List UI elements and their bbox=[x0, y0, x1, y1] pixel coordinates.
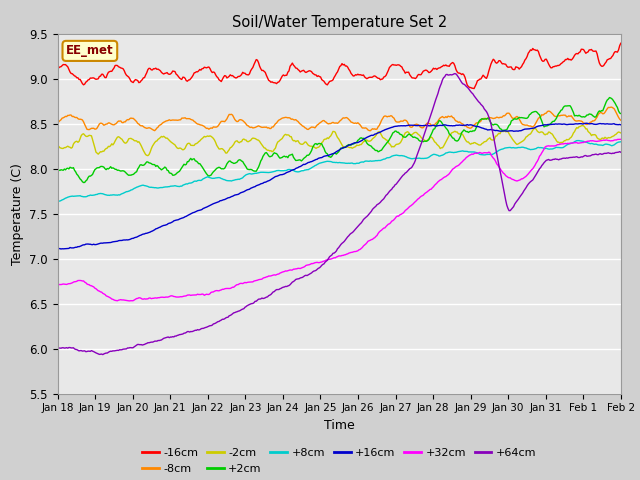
-8cm bbox=[617, 118, 625, 123]
Line: +8cm: +8cm bbox=[58, 141, 621, 201]
-8cm bbox=[54, 120, 61, 125]
Text: EE_met: EE_met bbox=[66, 44, 114, 58]
+32cm bbox=[605, 138, 612, 144]
+16cm bbox=[326, 152, 333, 158]
Line: -8cm: -8cm bbox=[58, 107, 621, 131]
-2cm bbox=[579, 123, 586, 129]
+2cm bbox=[80, 180, 88, 185]
-2cm bbox=[516, 140, 524, 145]
+16cm bbox=[390, 124, 398, 130]
+8cm bbox=[515, 144, 523, 150]
+16cm bbox=[57, 246, 65, 252]
+32cm bbox=[516, 177, 524, 183]
+8cm bbox=[617, 139, 625, 144]
+16cm bbox=[605, 121, 613, 127]
+2cm bbox=[54, 168, 61, 174]
-2cm bbox=[360, 139, 367, 144]
+32cm bbox=[390, 217, 398, 223]
+16cm bbox=[323, 153, 330, 159]
X-axis label: Time: Time bbox=[324, 419, 355, 432]
+8cm bbox=[605, 142, 612, 147]
-16cm bbox=[470, 85, 478, 91]
-8cm bbox=[516, 118, 524, 124]
+64cm bbox=[451, 71, 459, 76]
+2cm bbox=[390, 130, 398, 135]
-16cm bbox=[516, 65, 524, 71]
-16cm bbox=[605, 57, 612, 62]
-8cm bbox=[321, 119, 329, 124]
+16cm bbox=[360, 136, 367, 142]
-2cm bbox=[390, 144, 398, 150]
+16cm bbox=[583, 120, 591, 126]
-16cm bbox=[54, 65, 61, 71]
-8cm bbox=[608, 104, 616, 110]
+32cm bbox=[617, 136, 625, 142]
+64cm bbox=[54, 346, 61, 351]
+64cm bbox=[518, 192, 525, 198]
+16cm bbox=[54, 246, 61, 252]
+32cm bbox=[126, 298, 134, 304]
Line: -16cm: -16cm bbox=[58, 43, 621, 88]
+64cm bbox=[360, 216, 367, 222]
+64cm bbox=[605, 150, 613, 156]
+8cm bbox=[54, 198, 61, 204]
+32cm bbox=[323, 257, 330, 263]
+64cm bbox=[390, 184, 398, 190]
+8cm bbox=[321, 159, 329, 165]
+16cm bbox=[617, 122, 625, 128]
-2cm bbox=[617, 130, 625, 136]
-16cm bbox=[617, 40, 625, 46]
-16cm bbox=[389, 61, 397, 67]
+32cm bbox=[360, 243, 367, 249]
+2cm bbox=[326, 154, 333, 159]
+16cm bbox=[516, 128, 524, 133]
-8cm bbox=[324, 121, 332, 127]
+64cm bbox=[323, 258, 330, 264]
+8cm bbox=[324, 158, 332, 164]
+2cm bbox=[360, 135, 367, 141]
+8cm bbox=[358, 159, 366, 165]
+32cm bbox=[326, 256, 333, 262]
Title: Soil/Water Temperature Set 2: Soil/Water Temperature Set 2 bbox=[232, 15, 447, 30]
-8cm bbox=[390, 115, 398, 121]
-2cm bbox=[326, 134, 333, 140]
-8cm bbox=[605, 105, 612, 110]
+8cm bbox=[575, 138, 583, 144]
-16cm bbox=[358, 72, 366, 78]
+2cm bbox=[617, 111, 625, 117]
Line: +32cm: +32cm bbox=[58, 139, 621, 301]
+2cm bbox=[605, 96, 612, 102]
+32cm bbox=[54, 282, 61, 288]
-2cm bbox=[323, 136, 330, 142]
-16cm bbox=[321, 80, 329, 86]
Line: +2cm: +2cm bbox=[58, 97, 621, 182]
+2cm bbox=[605, 95, 613, 100]
-2cm bbox=[144, 153, 152, 158]
Legend: -16cm, -8cm, -2cm, +2cm, +8cm, +16cm, +32cm, +64cm: -16cm, -8cm, -2cm, +2cm, +8cm, +16cm, +3… bbox=[138, 444, 541, 478]
+2cm bbox=[323, 150, 330, 156]
+8cm bbox=[389, 153, 397, 159]
-2cm bbox=[605, 135, 613, 141]
+64cm bbox=[617, 149, 625, 155]
-8cm bbox=[358, 125, 366, 131]
+64cm bbox=[99, 352, 107, 358]
-16cm bbox=[324, 80, 332, 86]
-8cm bbox=[366, 128, 374, 134]
+64cm bbox=[326, 254, 333, 260]
Y-axis label: Temperature (C): Temperature (C) bbox=[11, 163, 24, 264]
+2cm bbox=[516, 115, 524, 120]
Line: -2cm: -2cm bbox=[58, 126, 621, 156]
Line: +16cm: +16cm bbox=[58, 123, 621, 249]
Line: +64cm: +64cm bbox=[58, 73, 621, 355]
-2cm bbox=[54, 143, 61, 148]
